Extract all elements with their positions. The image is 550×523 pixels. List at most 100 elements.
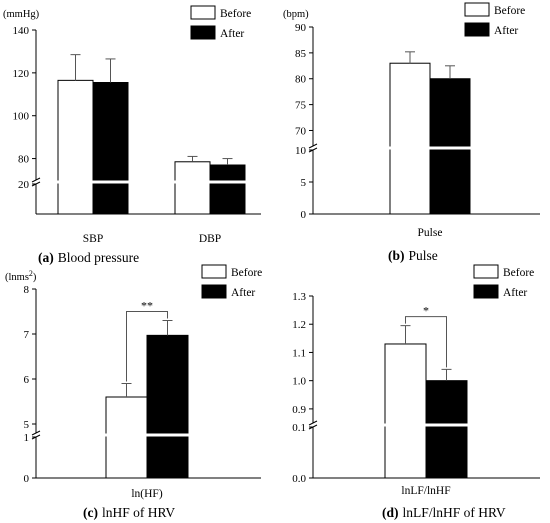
- bar-break-gap: [92, 180, 129, 184]
- legend-label-before: Before: [231, 267, 262, 279]
- category-label: ln(HF): [131, 488, 162, 500]
- legend-label-before: Before: [220, 8, 251, 20]
- y-tick-label: 90: [295, 22, 307, 34]
- panel-caption: (c) lnHF of HRV: [83, 505, 175, 520]
- y-tick-label: 1.1: [292, 347, 306, 359]
- legend-label-after: After: [231, 287, 255, 299]
- panel-caption: (a) Blood pressure: [38, 250, 139, 265]
- y-tick-label: 70: [295, 125, 307, 137]
- y-tick-label: 120: [13, 68, 30, 80]
- legend-label-after: After: [503, 287, 527, 299]
- y-tick-label: 1.3: [292, 291, 306, 303]
- bar-before: [57, 79, 94, 215]
- legend-swatch-before: [201, 264, 227, 279]
- bar-break-gap: [105, 433, 148, 437]
- y-tick-label: 20: [18, 179, 30, 191]
- legend: Before After: [201, 264, 262, 299]
- bar-break-gap: [146, 433, 189, 437]
- significance-bracket: [405, 316, 447, 368]
- caption-text: Pulse: [409, 248, 438, 263]
- y-tick-label: 0: [301, 209, 307, 221]
- caption-text: lnHF of HRV: [102, 505, 175, 520]
- y-tick-label: 5: [24, 419, 30, 431]
- y-tick-label: 75: [295, 100, 307, 112]
- category-label: DBP: [199, 233, 221, 245]
- y-unit-superscript: 2: [29, 269, 33, 278]
- y-unit-label: (lnms2): [5, 269, 37, 283]
- panel-caption: (b) Pulse: [388, 248, 438, 263]
- bar-after: [425, 380, 468, 479]
- caption-letter: (a): [38, 250, 54, 265]
- legend: Before After: [464, 2, 525, 37]
- significance-marker: *: [423, 304, 429, 318]
- y-unit-suffix: ): [33, 272, 37, 283]
- caption-letter: (d): [382, 505, 399, 520]
- legend-label-after: After: [220, 28, 244, 40]
- y-tick-label: 140: [13, 25, 30, 37]
- panel-d: 0.0 0.1 0.9 1.0 1.1 1.2 1.3 lnLF/lnHF * Before Aft…: [292, 264, 540, 520]
- bar-break-gap: [57, 180, 94, 184]
- bar-before: [384, 343, 427, 479]
- bar-break-gap: [425, 423, 468, 427]
- bar-break-gap: [174, 180, 211, 184]
- legend: Before After: [473, 264, 534, 299]
- bar-after: [209, 164, 246, 215]
- y-tick-label: 7: [24, 329, 30, 341]
- panel-b: 0 5 10 70 75 80 85 90 Pulse Before After (bpm) (b) Pu…: [283, 2, 540, 263]
- bar-after: [429, 78, 471, 215]
- y-tick-label: 5: [301, 177, 307, 189]
- caption-text: Blood pressure: [58, 250, 139, 265]
- legend-swatch-after: [190, 25, 216, 40]
- y-tick-label: 8: [24, 284, 30, 296]
- legend-label-before: Before: [503, 267, 534, 279]
- bar-break-gap: [209, 180, 246, 184]
- category-label: SBP: [83, 233, 103, 245]
- bar-break-gap: [389, 146, 431, 150]
- bar-break-gap: [429, 146, 471, 150]
- significance-marker: **: [141, 299, 153, 313]
- category-label: Pulse: [418, 227, 443, 239]
- caption-text: lnLF/lnHF of HRV: [403, 505, 506, 520]
- legend-label-before: Before: [494, 5, 525, 17]
- y-unit-prefix: (lnms: [5, 272, 29, 283]
- significance-bracket: [126, 311, 168, 382]
- y-unit-label: (bpm): [283, 9, 309, 20]
- y-tick-label: 0: [24, 473, 30, 485]
- axis-break-mark: [31, 177, 41, 183]
- legend: Before After: [190, 5, 251, 40]
- axis-break-mark: [31, 430, 41, 436]
- panel-caption: (d) lnLF/lnHF of HRV: [382, 505, 506, 520]
- bar-before: [389, 62, 431, 215]
- bar-before: [105, 396, 148, 479]
- legend-swatch-after: [201, 284, 227, 299]
- caption-letter: (c): [83, 505, 98, 520]
- y-tick-label: 1.2: [292, 319, 306, 331]
- legend-label-after: After: [494, 25, 518, 37]
- bar-after: [146, 334, 189, 479]
- y-tick-label: 85: [295, 48, 307, 60]
- bar-after: [92, 82, 129, 215]
- y-tick-label: 100: [13, 111, 30, 123]
- y-tick-label: 0.0: [292, 473, 306, 485]
- bar-break-gap: [384, 423, 427, 427]
- y-tick-label: 1: [24, 432, 30, 444]
- y-tick-label: 6: [24, 374, 30, 386]
- y-tick-label: 0.1: [292, 422, 306, 434]
- panel-a: 20 80 100 120 140 SBP DBP Before After (mmHg) (a) B…: [3, 5, 261, 265]
- axis-break-mark: [308, 420, 318, 426]
- y-tick-label: 10: [295, 145, 307, 157]
- caption-letter: (b): [388, 248, 405, 263]
- y-unit-label: (mmHg): [3, 9, 40, 20]
- category-label: lnLF/lnHF: [401, 485, 450, 497]
- legend-swatch-before: [464, 2, 490, 17]
- y-tick-label: 1.0: [292, 376, 306, 388]
- legend-swatch-after: [464, 22, 490, 37]
- panel-c: 0 15 6 7 8 ln(HF) ** Before After (lnms2) (c) lnHF …: [5, 264, 262, 520]
- axis-break-mark: [308, 143, 318, 149]
- y-tick-label: 80: [295, 74, 307, 86]
- legend-swatch-before: [190, 5, 216, 20]
- bar-before: [174, 161, 211, 215]
- y-tick-label: 0.9: [292, 404, 306, 416]
- y-tick-label: 80: [18, 154, 30, 166]
